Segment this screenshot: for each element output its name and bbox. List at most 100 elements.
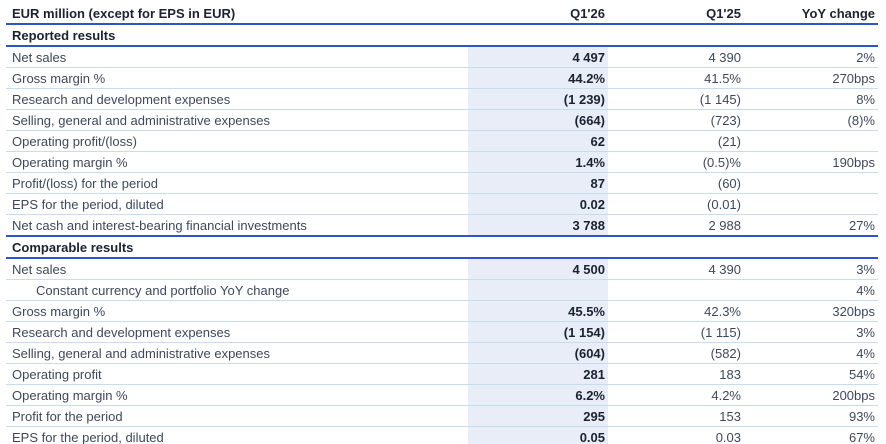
table-row: Selling, general and administrative expe… bbox=[6, 109, 878, 131]
cell-q125: (1 145) bbox=[608, 88, 744, 110]
table-row: Operating profit 281 183 54% bbox=[6, 363, 878, 385]
section-header-reported: Reported results bbox=[6, 24, 878, 47]
cell-q125 bbox=[608, 279, 744, 301]
cell-yoy: 4% bbox=[744, 279, 878, 301]
cell-yoy: 4% bbox=[744, 342, 878, 364]
cell-q126: (604) bbox=[468, 342, 608, 364]
row-label: Selling, general and administrative expe… bbox=[6, 109, 468, 131]
section-title: Comparable results bbox=[6, 236, 878, 259]
cell-q126: 87 bbox=[468, 172, 608, 194]
cell-q125: (723) bbox=[608, 109, 744, 131]
cell-q126: 0.02 bbox=[468, 193, 608, 215]
cell-q125: (0.01) bbox=[608, 193, 744, 215]
row-label: Operating margin % bbox=[6, 384, 468, 406]
cell-q125: 42.3% bbox=[608, 300, 744, 322]
table-row: Gross margin % 45.5% 42.3% 320bps bbox=[6, 300, 878, 322]
row-label: Profit/(loss) for the period bbox=[6, 172, 468, 194]
cell-yoy: 190bps bbox=[744, 151, 878, 173]
row-label: Operating profit/(loss) bbox=[6, 130, 468, 152]
cell-yoy: 27% bbox=[744, 214, 878, 237]
cell-q125: (60) bbox=[608, 172, 744, 194]
row-label: EPS for the period, diluted bbox=[6, 193, 468, 215]
table-row: EPS for the period, diluted 0.02 (0.01) bbox=[6, 193, 878, 215]
cell-q126: 0.05 bbox=[468, 426, 608, 444]
cell-yoy: 3% bbox=[744, 258, 878, 280]
cell-yoy bbox=[744, 172, 878, 194]
table-row: Constant currency and portfolio YoY chan… bbox=[6, 279, 878, 301]
row-label: Net cash and interest-bearing financial … bbox=[6, 214, 468, 237]
cell-q126: 6.2% bbox=[468, 384, 608, 406]
row-label: Net sales bbox=[6, 46, 468, 68]
cell-q126: 62 bbox=[468, 130, 608, 152]
table-row: Selling, general and administrative expe… bbox=[6, 342, 878, 364]
unit-header: EUR million (except for EPS in EUR) bbox=[6, 3, 468, 25]
cell-yoy: 3% bbox=[744, 321, 878, 343]
row-label: Operating margin % bbox=[6, 151, 468, 173]
cell-yoy bbox=[744, 130, 878, 152]
table-row: Gross margin % 44.2% 41.5% 270bps bbox=[6, 67, 878, 89]
cell-yoy: 320bps bbox=[744, 300, 878, 322]
table-row: Operating profit/(loss) 62 (21) bbox=[6, 130, 878, 152]
cell-yoy: 54% bbox=[744, 363, 878, 385]
column-header-q126: Q1'26 bbox=[468, 3, 608, 25]
column-header-yoy: YoY change bbox=[744, 3, 878, 25]
row-label: Gross margin % bbox=[6, 67, 468, 89]
cell-q125: 0.03 bbox=[608, 426, 744, 444]
table-row: Profit/(loss) for the period 87 (60) bbox=[6, 172, 878, 194]
table-row: Net sales 4 497 4 390 2% bbox=[6, 46, 878, 68]
table-row: Operating margin % 6.2% 4.2% 200bps bbox=[6, 384, 878, 406]
row-label: Selling, general and administrative expe… bbox=[6, 342, 468, 364]
table-row: Operating margin % 1.4% (0.5)% 190bps bbox=[6, 151, 878, 173]
table-row: Net cash and interest-bearing financial … bbox=[6, 214, 878, 237]
row-label: Gross margin % bbox=[6, 300, 468, 322]
cell-q126: 281 bbox=[468, 363, 608, 385]
cell-yoy: 8% bbox=[744, 88, 878, 110]
cell-q125: (582) bbox=[608, 342, 744, 364]
cell-q126: 45.5% bbox=[468, 300, 608, 322]
financial-results-table: EUR million (except for EPS in EUR) Q1'2… bbox=[6, 3, 878, 444]
table-header-row: EUR million (except for EPS in EUR) Q1'2… bbox=[6, 3, 878, 25]
row-label: Research and development expenses bbox=[6, 88, 468, 110]
cell-q126: 4 497 bbox=[468, 46, 608, 68]
cell-q126: (664) bbox=[468, 109, 608, 131]
row-label: EPS for the period, diluted bbox=[6, 426, 468, 444]
cell-q126: (1 239) bbox=[468, 88, 608, 110]
table-row: Research and development expenses (1 154… bbox=[6, 321, 878, 343]
cell-q125: (0.5)% bbox=[608, 151, 744, 173]
cell-q126: 1.4% bbox=[468, 151, 608, 173]
cell-q126: 44.2% bbox=[468, 67, 608, 89]
cell-q126 bbox=[468, 279, 608, 301]
cell-q126: 3 788 bbox=[468, 214, 608, 237]
cell-q125: 2 988 bbox=[608, 214, 744, 237]
cell-yoy: 270bps bbox=[744, 67, 878, 89]
cell-q125: 183 bbox=[608, 363, 744, 385]
cell-yoy: 67% bbox=[744, 426, 878, 444]
cell-q126: (1 154) bbox=[468, 321, 608, 343]
cell-yoy: (8)% bbox=[744, 109, 878, 131]
row-label: Operating profit bbox=[6, 363, 468, 385]
cell-q126: 295 bbox=[468, 405, 608, 427]
section-title: Reported results bbox=[6, 24, 878, 47]
cell-q125: 4.2% bbox=[608, 384, 744, 406]
cell-q125: 41.5% bbox=[608, 67, 744, 89]
cell-q125: 153 bbox=[608, 405, 744, 427]
cell-q125: (1 115) bbox=[608, 321, 744, 343]
row-label: Net sales bbox=[6, 258, 468, 280]
row-label: Profit for the period bbox=[6, 405, 468, 427]
cell-q125: 4 390 bbox=[608, 258, 744, 280]
cell-yoy: 2% bbox=[744, 46, 878, 68]
cell-yoy: 200bps bbox=[744, 384, 878, 406]
row-label: Research and development expenses bbox=[6, 321, 468, 343]
cell-q125: 4 390 bbox=[608, 46, 744, 68]
table-row: Net sales 4 500 4 390 3% bbox=[6, 258, 878, 280]
cell-yoy: 93% bbox=[744, 405, 878, 427]
cell-q126: 4 500 bbox=[468, 258, 608, 280]
table-row: Profit for the period 295 153 93% bbox=[6, 405, 878, 427]
cell-q125: (21) bbox=[608, 130, 744, 152]
row-label: Constant currency and portfolio YoY chan… bbox=[6, 279, 468, 301]
table-row: Research and development expenses (1 239… bbox=[6, 88, 878, 110]
column-header-q125: Q1'25 bbox=[608, 3, 744, 25]
section-header-comparable: Comparable results bbox=[6, 236, 878, 259]
table-row: EPS for the period, diluted 0.05 0.03 67… bbox=[6, 426, 878, 444]
